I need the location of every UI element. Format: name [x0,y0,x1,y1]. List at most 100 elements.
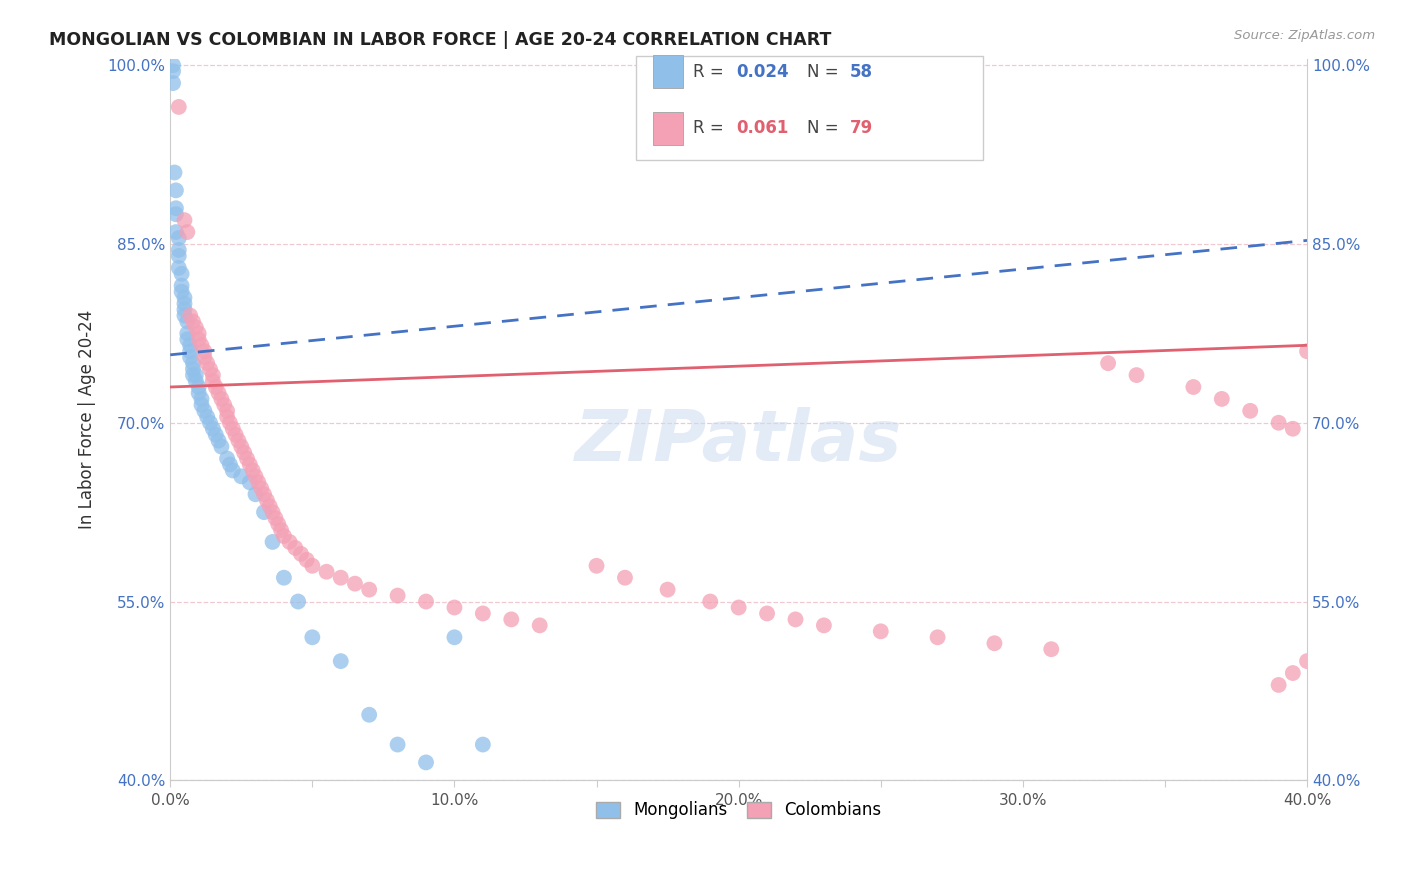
Text: 0.024: 0.024 [737,62,789,80]
Point [179,350,201,364]
Point [179,344,201,359]
Point [315,565,337,579]
Point [529,618,551,632]
Point [173,296,195,310]
Point [217,409,239,424]
Point [181,362,204,376]
Point [1211,392,1233,406]
Point [167,260,190,275]
Point [167,243,190,257]
Point [869,624,891,639]
Point [1125,368,1147,383]
Point [231,469,253,483]
Point [301,630,323,644]
Point [176,332,198,346]
Point [785,612,807,626]
Point [198,362,221,376]
Point [198,416,221,430]
FancyBboxPatch shape [654,112,683,145]
Point [184,374,207,388]
Point [162,76,184,90]
Point [264,511,287,525]
Text: MONGOLIAN VS COLOMBIAN IN LABOR FORCE | AGE 20-24 CORRELATION CHART: MONGOLIAN VS COLOMBIAN IN LABOR FORCE | … [49,31,831,49]
Point [190,398,212,412]
Point [181,356,204,370]
Point [181,368,204,383]
Point [204,380,226,394]
Point [245,487,267,501]
Point [187,380,209,394]
Point [273,529,295,543]
Point [170,285,193,299]
Point [613,571,636,585]
Point [295,553,318,567]
Point [343,576,366,591]
Point [813,618,835,632]
Point [259,499,281,513]
Point [245,469,267,483]
Point [247,475,270,490]
Point [209,392,232,406]
Text: 58: 58 [851,62,873,80]
Point [983,636,1005,650]
Point [1267,678,1289,692]
Text: Source: ZipAtlas.com: Source: ZipAtlas.com [1234,29,1375,42]
Point [501,612,523,626]
Point [262,505,284,519]
Point [207,386,229,401]
Point [699,594,721,608]
Point [190,392,212,406]
Point [201,368,224,383]
Point [1040,642,1063,657]
Text: 0.061: 0.061 [737,120,789,137]
Point [253,505,276,519]
Point [165,183,187,197]
Point [443,600,465,615]
Point [165,201,187,215]
Point [1097,356,1119,370]
Point [184,320,207,334]
Point [179,309,201,323]
Point [173,213,195,227]
Point [270,523,292,537]
Point [1267,416,1289,430]
Point [176,326,198,341]
FancyBboxPatch shape [654,55,683,88]
Point [262,535,284,549]
Point [217,404,239,418]
Text: R =: R = [693,62,730,80]
Point [359,707,381,722]
Point [181,314,204,328]
Text: N =: N = [807,120,844,137]
Point [173,309,195,323]
Point [253,487,276,501]
Point [201,374,224,388]
Point [179,338,201,352]
Point [443,630,465,644]
Point [170,267,193,281]
Point [217,451,239,466]
Point [231,440,253,454]
Legend: Mongolians, Colombians: Mongolians, Colombians [589,795,887,826]
Point [287,594,309,608]
Point [387,738,409,752]
Point [727,600,749,615]
Point [329,654,352,668]
Text: ZIPatlas: ZIPatlas [575,407,903,476]
Point [167,100,190,114]
Point [236,451,259,466]
Point [1239,404,1261,418]
Point [927,630,949,644]
Point [193,350,215,364]
Text: R =: R = [693,120,730,137]
Point [173,291,195,305]
Point [415,756,437,770]
Point [290,547,312,561]
Point [228,434,250,448]
Text: 79: 79 [851,120,873,137]
Point [209,440,232,454]
Point [163,165,186,179]
Point [1282,666,1305,681]
Point [207,434,229,448]
Point [176,314,198,328]
